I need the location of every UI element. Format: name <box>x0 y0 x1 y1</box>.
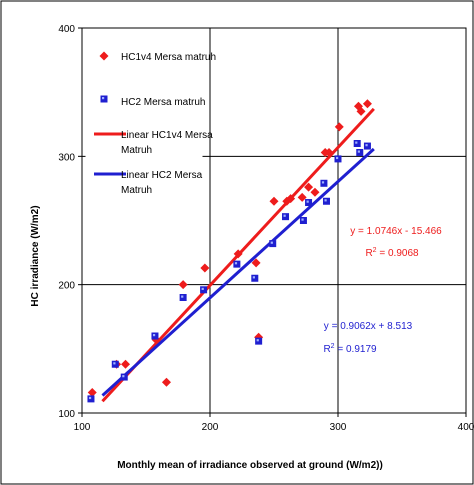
data-point-diamond <box>200 263 210 273</box>
data-point-square-highlight <box>324 199 327 202</box>
legend-label: HC1v4 Mersa matruh <box>121 52 216 63</box>
y-tick-label: 400 <box>58 24 75 35</box>
r-squared-part: = 0.9179 <box>335 344 377 355</box>
legend: HC1v4 Mersa matruh HC2 Mersa matruh Linear… <box>85 37 216 203</box>
y-tick-label: 300 <box>58 152 75 163</box>
legend-marker-diamond <box>99 51 109 61</box>
r-squared-label: R2 = 0.9068 <box>365 247 419 259</box>
data-point-square-highlight <box>270 241 273 244</box>
data-point-square-highlight <box>113 362 116 365</box>
legend-label: Linear HC1v4 Mersa Matruh <box>121 130 213 156</box>
data-point-diamond <box>310 187 320 197</box>
legend-label: Linear HC2 Mersa Matruh <box>121 170 203 196</box>
x-tick-label: 200 <box>202 422 219 433</box>
data-point-diamond <box>297 192 307 202</box>
r-squared-label: R2 = 0.9179 <box>323 343 377 355</box>
data-point-diamond <box>304 182 314 192</box>
legend-label: HC2 Mersa matruh <box>121 97 205 108</box>
regression-equation: y = 1.0746x - 15.466 <box>350 226 442 237</box>
data-point-square-highlight <box>252 276 255 279</box>
r-squared-part: = 0.9068 <box>377 248 419 259</box>
data-point-square-highlight <box>122 375 125 378</box>
y-tick-label: 200 <box>58 281 75 292</box>
legend-label-line: Linear HC1v4 Mersa <box>121 130 213 141</box>
data-point-diamond <box>251 258 261 268</box>
data-point-square-highlight <box>152 334 156 337</box>
legend-label-line: Matruh <box>121 145 152 156</box>
legend-marker-square-highlight <box>102 97 105 100</box>
legend-label-line: Matruh <box>121 185 152 196</box>
regression-equation: y = 0.9062x + 8.513 <box>324 321 413 332</box>
data-point-square-highlight <box>181 295 184 298</box>
legend-label-line: Linear HC2 Mersa <box>121 170 203 181</box>
x-tick-label: 300 <box>330 422 347 433</box>
data-point-square-highlight <box>336 156 339 160</box>
plot-area: 100 200 300 400 100 200 300 400 HC1v4 Mersa matr… <box>58 24 474 433</box>
data-point-square-highlight <box>321 181 325 184</box>
x-tick-label: 400 <box>458 422 474 433</box>
r-squared-part: 2 <box>331 343 335 350</box>
y-axis-label: HC irradiance (W/m2) <box>30 205 41 306</box>
r-squared-part: R <box>323 344 330 355</box>
data-point-square-highlight <box>365 144 368 147</box>
x-tick-label: 100 <box>74 422 91 433</box>
data-point-diamond <box>324 147 334 157</box>
data-point-diamond <box>286 194 296 204</box>
data-point-square-highlight <box>201 287 204 290</box>
data-point-square-highlight <box>283 214 286 217</box>
data-point-diamond <box>356 106 366 116</box>
data-point-diamond <box>334 122 344 132</box>
data-point-square-highlight <box>355 141 358 144</box>
data-point-square-highlight <box>88 396 92 400</box>
data-point-diamond <box>178 280 188 290</box>
r-squared-part: 2 <box>373 247 377 254</box>
data-point-diamond <box>121 359 131 369</box>
data-point-square-highlight <box>357 150 360 153</box>
data-point-square-highlight <box>306 200 309 203</box>
data-point-diamond <box>233 249 243 259</box>
data-point-diamond <box>161 377 171 387</box>
y-tick-label: 100 <box>58 409 75 420</box>
data-point-square-highlight <box>256 339 259 342</box>
trendline <box>101 147 375 397</box>
plot-border <box>81 27 467 414</box>
data-point-diamond <box>362 99 372 109</box>
data-point-diamond <box>269 196 279 206</box>
data-point-square-highlight <box>301 218 304 221</box>
data-point-square-highlight <box>234 262 238 265</box>
x-axis-label: Monthly mean of irradiance observed at g… <box>117 460 383 471</box>
data-point-diamond <box>87 387 97 397</box>
r-squared-part: R <box>365 248 372 259</box>
